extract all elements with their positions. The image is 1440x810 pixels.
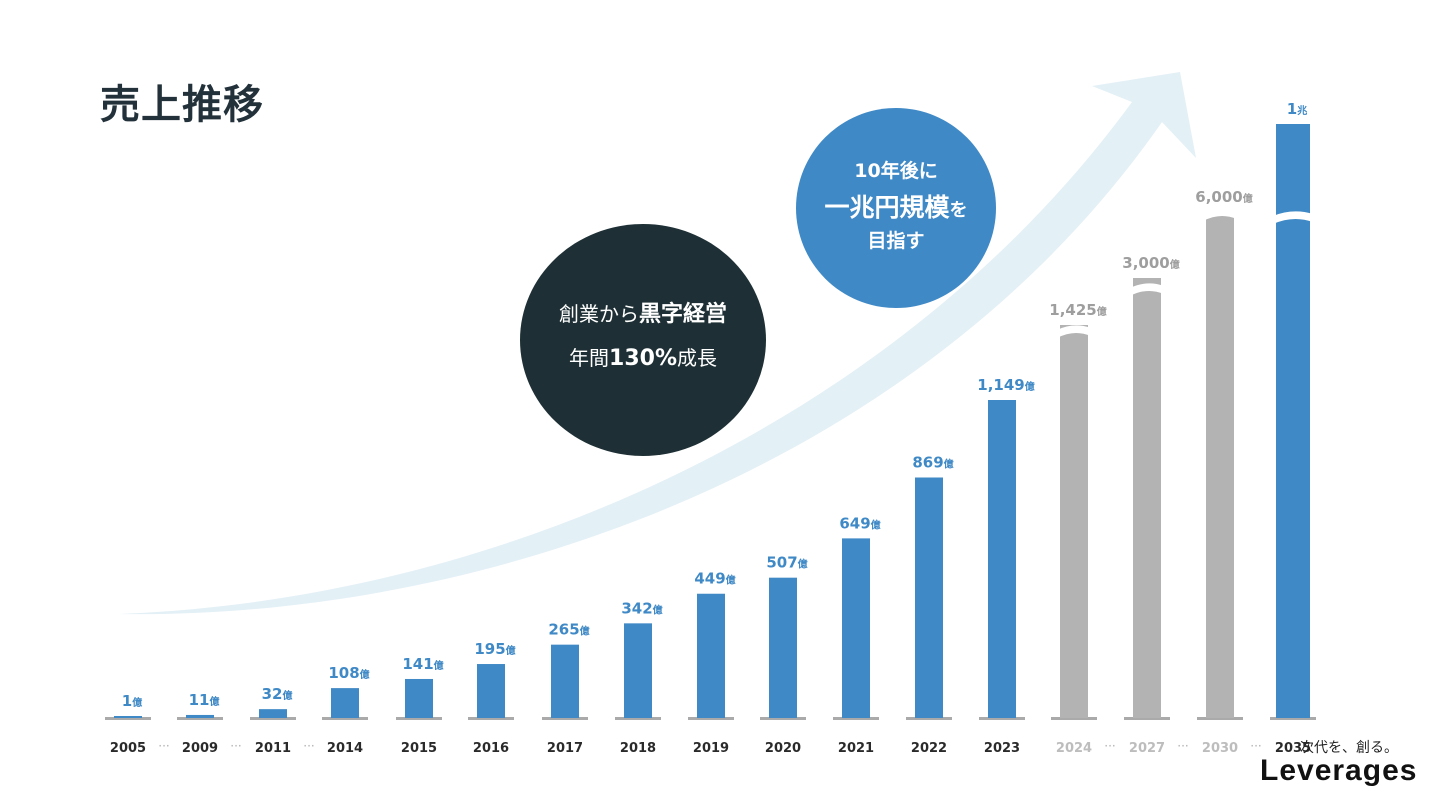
- axis-break-2024: [1057, 325, 1091, 338]
- bar-2027: [1133, 278, 1161, 718]
- tick-label: 2030: [1202, 741, 1238, 756]
- value-label: 6,000億: [1195, 188, 1252, 206]
- value-label: 11億: [189, 691, 220, 709]
- goal-bubble: 10年後に 一兆円規模を 目指す: [796, 108, 996, 308]
- tick-label: 2019: [693, 741, 729, 756]
- goal-bubble-line3: 目指す: [867, 230, 925, 252]
- value-label: 342億: [621, 599, 662, 617]
- goal-suffix: を: [949, 200, 968, 221]
- profit-bubble-line1: 創業から黒字経営: [520, 296, 766, 328]
- bar-baseline: [542, 717, 588, 720]
- value-label: 1兆: [1287, 100, 1307, 118]
- value-label: 1,425億: [1049, 301, 1106, 319]
- axis-gap-marker: ···: [303, 739, 314, 753]
- bar-2035: [1276, 124, 1310, 718]
- value-label: 1億: [122, 692, 142, 710]
- tick-label: 2021: [838, 741, 874, 756]
- tick-label: 2023: [984, 741, 1020, 756]
- bar-baseline: [979, 717, 1025, 720]
- bar-2005: [114, 716, 142, 718]
- growth-rate: 130%: [609, 346, 677, 371]
- value-label: 869億: [912, 453, 953, 471]
- profit-bubble-line2: 年間130%成長: [520, 342, 766, 371]
- profit-bubble: 創業から黒字経営 年間130%成長: [520, 224, 766, 456]
- bar-baseline: [760, 717, 806, 720]
- tick-label: 2027: [1129, 741, 1165, 756]
- axis-break-2027: [1130, 283, 1164, 296]
- bar-baseline: [688, 717, 734, 720]
- bar-2018: [624, 623, 652, 718]
- value-label: 108億: [328, 664, 369, 682]
- bar-baseline: [250, 717, 296, 720]
- axis-gap-marker: ···: [158, 739, 169, 753]
- bars-group: 1億 2005 ··· 11億 2009 ··· 32億 2011 ··· 108億 2014 141…: [105, 100, 1316, 756]
- tick-label: 2015: [401, 741, 437, 756]
- value-label: 1,149億: [977, 376, 1034, 394]
- value-label: 265億: [548, 621, 589, 639]
- bar-2023: [988, 400, 1016, 718]
- growth-prefix: 年間: [569, 346, 610, 370]
- value-label: 449億: [694, 570, 735, 588]
- tick-label: 2024: [1056, 741, 1092, 756]
- tick-label: 2018: [620, 741, 656, 756]
- bar-baseline: [177, 717, 223, 720]
- bar-baseline: [1197, 717, 1243, 720]
- bar-2022: [915, 477, 943, 718]
- bar-baseline: [396, 717, 442, 720]
- tick-label: 2009: [182, 741, 218, 756]
- tick-label: 2020: [765, 741, 801, 756]
- bar-2014: [331, 688, 359, 718]
- growth-arrow: [118, 72, 1196, 615]
- bar-2009: [186, 714, 214, 718]
- bar-2011: [259, 709, 287, 718]
- brand-logo: Leverages: [1260, 754, 1418, 787]
- tick-label: 2022: [911, 741, 947, 756]
- bar-baseline: [1124, 717, 1170, 720]
- growth-suffix: 成長: [676, 346, 717, 370]
- value-label: 649億: [839, 514, 880, 532]
- value-label: 195億: [474, 640, 515, 658]
- tick-label: 2017: [547, 741, 583, 756]
- tick-label: 2016: [473, 741, 509, 756]
- bar-baseline: [615, 717, 661, 720]
- axis-gap-marker: ···: [230, 739, 241, 753]
- value-label: 3,000億: [1122, 254, 1179, 272]
- axis-gap-marker: ···: [1104, 739, 1115, 753]
- bar-baseline: [322, 717, 368, 720]
- profit-prefix: 創業から: [558, 302, 639, 326]
- profit-bold: 黒字経営: [638, 302, 727, 327]
- bar-baseline: [906, 717, 952, 720]
- axis-break-2035: [1273, 211, 1313, 224]
- bar-2017: [551, 644, 579, 718]
- bar-2030: [1206, 212, 1234, 718]
- value-label: 507億: [766, 554, 807, 572]
- value-label: 141億: [402, 655, 443, 673]
- bar-baseline: [468, 717, 514, 720]
- tick-label: 2005: [110, 741, 146, 756]
- bar-2020: [769, 577, 797, 718]
- tick-label: 2014: [327, 741, 363, 756]
- value-label: 32億: [262, 685, 293, 703]
- axis-gap-marker: ···: [1250, 739, 1261, 753]
- tick-label: 2035: [1275, 741, 1311, 756]
- bar-2024: [1060, 325, 1088, 718]
- axis-break-2030: [1203, 208, 1237, 221]
- page-title: 売上推移: [100, 82, 264, 128]
- brand-tagline: 次代を、創る。: [1300, 740, 1398, 756]
- goal-main: 一兆円規模: [824, 193, 950, 222]
- bar-2021: [842, 538, 870, 718]
- bar-baseline: [1270, 717, 1316, 720]
- goal-bubble-line1: 10年後に: [854, 160, 938, 182]
- bar-baseline: [833, 717, 879, 720]
- axis-gap-marker: ···: [1177, 739, 1188, 753]
- bar-baseline: [105, 717, 151, 720]
- bar-2016: [477, 664, 505, 718]
- goal-bubble-line2: 一兆円規模を: [796, 188, 996, 224]
- bar-baseline: [1051, 717, 1097, 720]
- bar-2015: [405, 678, 433, 718]
- bar-2019: [697, 593, 725, 718]
- tick-label: 2011: [255, 741, 291, 756]
